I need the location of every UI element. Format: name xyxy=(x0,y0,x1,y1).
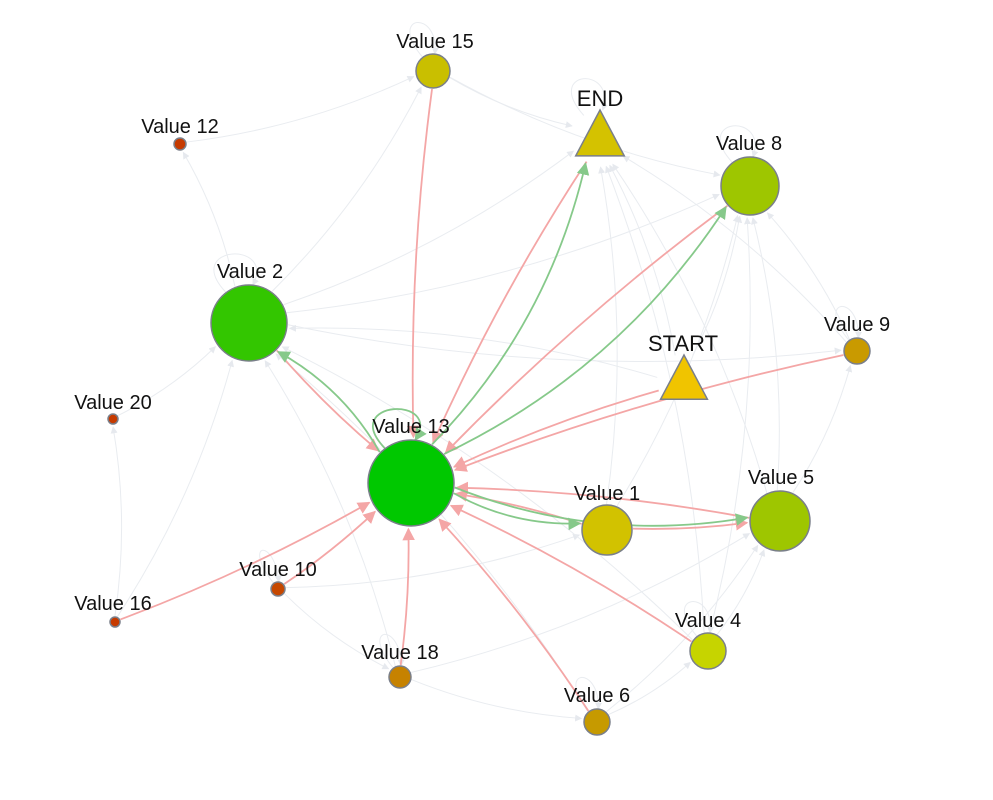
node-label-v10: Value 10 xyxy=(239,559,316,581)
edge-v2-to-v8 xyxy=(286,193,720,314)
edge-v13-to-end xyxy=(431,162,590,446)
edge-v5-to-v13 xyxy=(455,481,750,519)
edge-v2-to-v13 xyxy=(276,349,380,452)
edge-v10-to-v13 xyxy=(283,510,376,585)
edge-v15-to-v8 xyxy=(449,76,721,178)
edge-v4-to-v13 xyxy=(449,504,692,643)
node-v15[interactable] xyxy=(415,53,451,89)
edge-v15-to-v13 xyxy=(406,88,433,439)
edge-v16-to-v13 xyxy=(120,501,371,621)
edge-v5-to-v9 xyxy=(792,364,853,494)
node-v16[interactable] xyxy=(109,616,121,628)
node-v20[interactable] xyxy=(107,413,119,425)
edge-start-to-v8 xyxy=(692,215,743,356)
node-label-v18: Value 18 xyxy=(361,642,438,664)
edge-v12-to-v15 xyxy=(186,76,415,143)
edge-v2-to-v15 xyxy=(271,86,422,292)
edge-v6-to-v5 xyxy=(606,544,759,713)
edge-v18-to-v2 xyxy=(264,360,396,667)
labels-layer: Value 15 Value 12 END Value 8 Value 2 Value 9… xyxy=(74,31,890,707)
edge-v6-to-v13 xyxy=(438,518,590,712)
edge-v18-to-v13 xyxy=(399,527,415,666)
edge-v9-to-v8 xyxy=(766,212,850,340)
edge-v13-to-v13 xyxy=(372,408,427,450)
edge-v5-to-end xyxy=(612,163,768,494)
edge-v2-to-v9 xyxy=(287,324,842,362)
node-label-start: START xyxy=(648,331,718,356)
node-v13[interactable] xyxy=(367,439,455,527)
node-label-v15: Value 15 xyxy=(396,31,473,53)
node-v1[interactable] xyxy=(581,504,633,556)
edge-v18-to-v6 xyxy=(411,679,583,722)
edge-v8-to-v13 xyxy=(444,205,728,454)
node-label-v6: Value 6 xyxy=(564,685,630,707)
edge-v1-to-end xyxy=(598,166,618,505)
edge-end-to-v13 xyxy=(431,161,588,444)
edge-start-to-v2 xyxy=(288,324,658,378)
edge-v2-to-end xyxy=(283,150,575,306)
node-v8[interactable] xyxy=(720,156,780,216)
node-label-end: END xyxy=(577,86,623,111)
node-label-v20: Value 20 xyxy=(74,392,151,414)
edge-start-to-v13 xyxy=(452,389,659,468)
edge-v10-to-v1 xyxy=(285,533,581,589)
node-label-v5: Value 5 xyxy=(748,467,814,489)
edge-v20-to-v2 xyxy=(117,346,217,416)
edge-v8-to-v8 xyxy=(719,125,759,164)
node-v18[interactable] xyxy=(388,665,412,689)
edge-v9-to-end xyxy=(622,155,847,343)
edge-v6-to-v4 xyxy=(608,661,691,715)
node-label-v2: Value 2 xyxy=(217,261,283,283)
edge-v4-to-v5 xyxy=(716,549,766,635)
edge-v13-to-v1 xyxy=(453,492,582,531)
node-label-v8: Value 8 xyxy=(716,133,782,155)
edge-v2-to-v12 xyxy=(182,151,236,287)
edge-v10-to-v18 xyxy=(284,593,390,670)
edge-v4-to-v4 xyxy=(683,601,715,637)
edge-v13-to-v8 xyxy=(443,206,727,455)
edge-v16-to-v20 xyxy=(110,426,123,617)
node-v2[interactable] xyxy=(210,284,288,362)
node-label-v4: Value 4 xyxy=(675,610,741,632)
node-v4[interactable] xyxy=(689,632,727,670)
node-label-v12: Value 12 xyxy=(141,116,218,138)
edge-v10-to-v10 xyxy=(259,549,282,584)
node-v9[interactable] xyxy=(843,337,871,365)
edge-v15-to-end xyxy=(449,77,573,129)
node-v6[interactable] xyxy=(583,708,611,736)
edge-v9-to-v9 xyxy=(835,305,863,341)
edge-v18-to-v18 xyxy=(379,633,405,669)
node-v12[interactable] xyxy=(173,137,187,151)
edge-v4-to-v2 xyxy=(281,346,693,641)
edge-v18-to-v5 xyxy=(410,533,751,673)
node-label-v16: Value 16 xyxy=(74,593,151,615)
edge-v2-to-v2 xyxy=(213,253,259,293)
node-v10[interactable] xyxy=(270,581,286,597)
node-label-v13: Value 13 xyxy=(372,416,449,438)
edge-v15-to-v15 xyxy=(409,22,439,58)
edge-start-to-end xyxy=(609,164,676,356)
edge-v13-to-v2 xyxy=(277,351,381,453)
node-start[interactable] xyxy=(659,353,709,400)
node-label-v1: Value 1 xyxy=(574,483,640,505)
main-edges-layer xyxy=(120,88,844,712)
faint-edges-layer xyxy=(110,22,863,722)
edge-end-to-end xyxy=(570,78,608,116)
edge-v4-to-v8 xyxy=(709,217,752,633)
node-label-v9: Value 9 xyxy=(824,314,890,336)
nodes-layer xyxy=(107,53,871,736)
edge-v5-to-v8 xyxy=(751,217,780,491)
node-v5[interactable] xyxy=(749,490,811,552)
node-end[interactable] xyxy=(574,108,626,157)
edge-v16-to-v2 xyxy=(117,359,234,617)
edge-v9-to-v13 xyxy=(453,354,844,472)
